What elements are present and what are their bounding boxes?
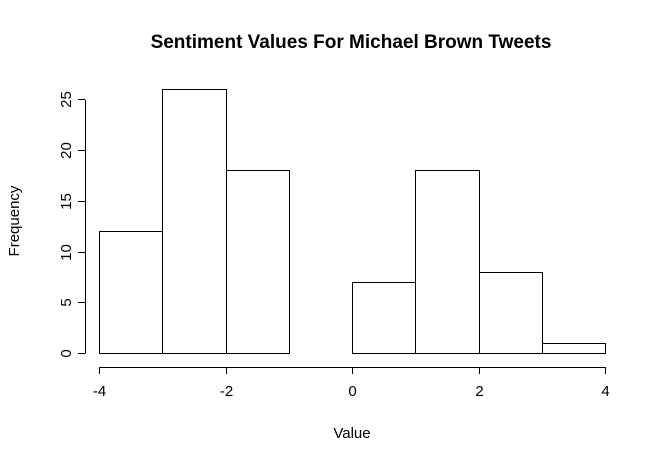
x-tick-label: 4: [601, 383, 609, 400]
y-tick-label: 0: [58, 349, 75, 357]
y-tick-label: 25: [58, 91, 75, 108]
x-tick-label: 0: [348, 383, 356, 400]
histogram-bar: [479, 272, 543, 354]
histogram-bar: [542, 343, 606, 354]
histogram-bar: [352, 282, 416, 354]
x-tick-label: -4: [93, 383, 106, 400]
y-tick-label: 15: [58, 193, 75, 210]
x-tick-label: -2: [220, 383, 233, 400]
bars-group: [99, 89, 606, 354]
histogram-bar: [162, 89, 227, 354]
y-tick-label: 10: [58, 244, 75, 261]
chart-title: Sentiment Values For Michael Brown Tweet…: [151, 32, 552, 53]
histogram-bar: [226, 170, 290, 354]
y-tick-label: 5: [58, 298, 75, 306]
histogram-bar: [415, 170, 480, 354]
y-axis: 0 5 10 15 20 25: [58, 91, 86, 358]
y-tick-label: 20: [58, 142, 75, 159]
x-tick-label: 2: [475, 383, 483, 400]
histogram-bar: [99, 231, 163, 354]
x-axis-label: Value: [333, 425, 370, 442]
y-axis-label: Frequency: [6, 185, 23, 256]
x-axis: -4 -2 0 2 4: [93, 367, 610, 400]
